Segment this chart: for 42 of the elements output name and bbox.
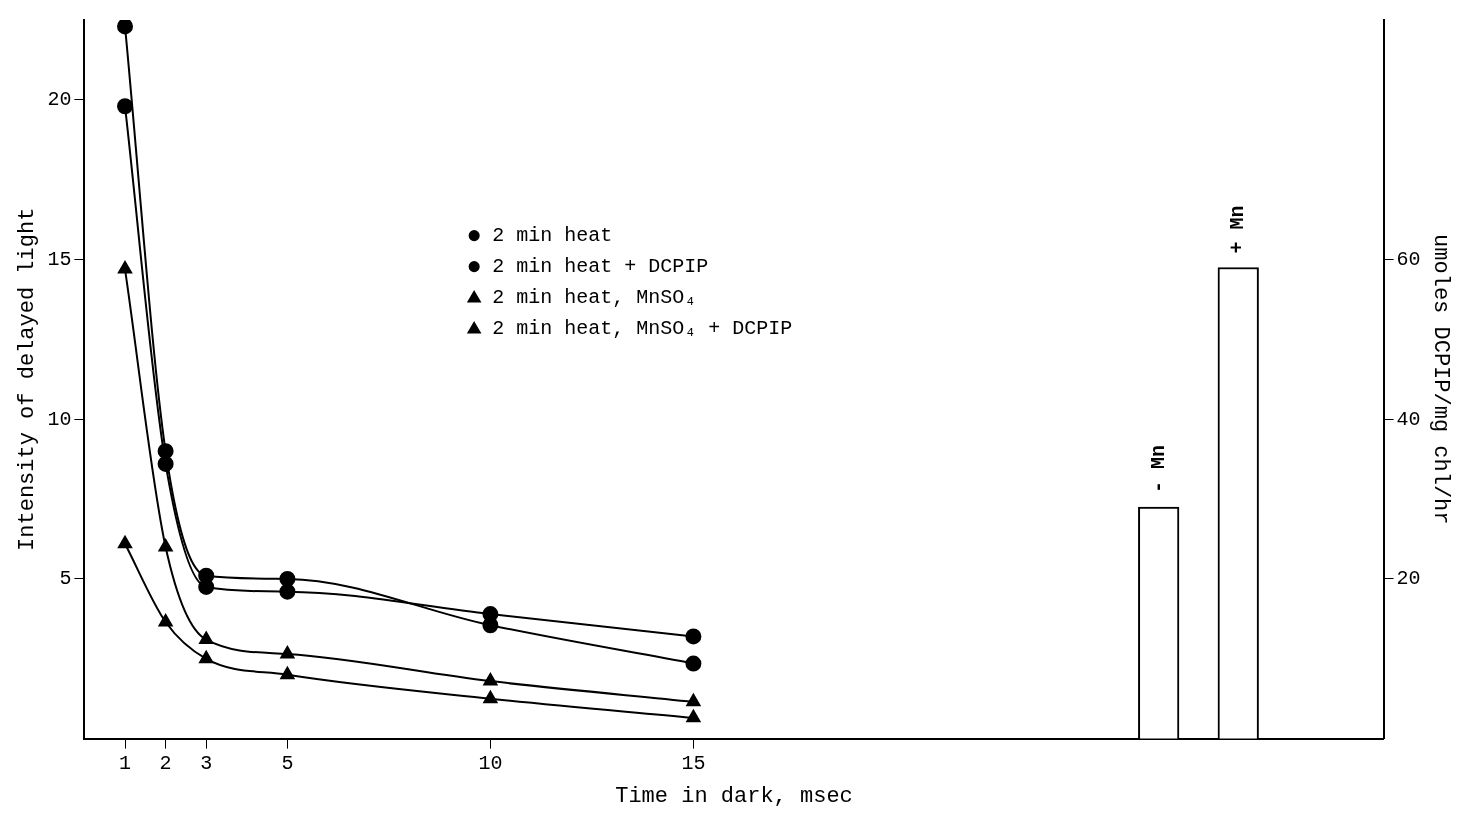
y-tick-label: 20 <box>47 88 72 112</box>
legend-label: 2 min heat + DCPIP <box>492 254 709 278</box>
point <box>280 666 295 680</box>
point <box>158 614 173 627</box>
point <box>117 535 133 549</box>
point <box>685 628 702 645</box>
point <box>483 673 498 686</box>
y2-tick-label: 20 <box>1396 567 1421 591</box>
x-tick-label: 10 <box>478 751 503 775</box>
data-label: + Mn <box>1226 205 1250 254</box>
point <box>158 538 173 552</box>
y-axis-title: Intensity of delayed light <box>15 207 41 551</box>
point <box>198 567 215 584</box>
point <box>117 261 133 274</box>
y2-axis-title: umoles DCPIP/mg chl/hr <box>1427 234 1453 525</box>
point <box>199 631 214 645</box>
point <box>483 690 498 704</box>
y-tick-label: 15 <box>47 247 72 271</box>
point <box>117 98 133 115</box>
point <box>482 617 499 634</box>
y-tick-label: 10 <box>47 407 72 431</box>
point <box>686 693 701 707</box>
point <box>157 443 174 460</box>
y-tick-label: 5 <box>59 567 72 591</box>
x-tick-label: 5 <box>281 751 294 775</box>
legend-label: 2 min heat <box>492 223 613 247</box>
point <box>280 645 295 659</box>
x-tick-label: 15 <box>681 751 706 775</box>
x-tick-label: 2 <box>159 751 172 775</box>
point <box>279 570 296 587</box>
legend-label: 2 min heat, MnSO₄ + DCPIP <box>492 316 793 340</box>
point <box>685 655 702 672</box>
point <box>117 20 133 35</box>
y2-tick-label: 60 <box>1396 247 1421 271</box>
data-label: - Mn <box>1146 445 1170 494</box>
legend-label: 2 min heat, MnSO₄ <box>492 285 697 309</box>
x-tick-label: 3 <box>200 751 213 775</box>
point <box>686 709 701 723</box>
x-tick-label: 1 <box>119 751 132 775</box>
y2-tick-label: 40 <box>1396 407 1421 431</box>
x-axis-title: Time in dark, msec <box>615 783 853 809</box>
point <box>199 650 214 664</box>
